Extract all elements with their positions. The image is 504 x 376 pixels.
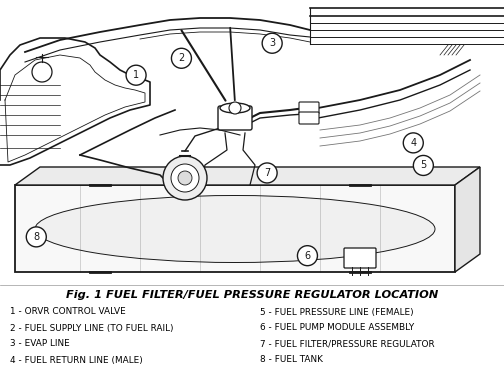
Circle shape	[413, 155, 433, 176]
Circle shape	[32, 62, 52, 82]
Text: 2: 2	[178, 53, 184, 63]
Ellipse shape	[220, 103, 250, 113]
Text: 4 - FUEL RETURN LINE (MALE): 4 - FUEL RETURN LINE (MALE)	[10, 355, 143, 364]
Text: 6: 6	[304, 251, 310, 261]
Circle shape	[297, 246, 318, 266]
Text: 5 - FUEL PRESSURE LINE (FEMALE): 5 - FUEL PRESSURE LINE (FEMALE)	[260, 308, 414, 317]
Circle shape	[126, 65, 146, 85]
Circle shape	[403, 133, 423, 153]
FancyBboxPatch shape	[299, 102, 319, 114]
Text: 4: 4	[410, 138, 416, 148]
FancyBboxPatch shape	[344, 248, 376, 268]
Text: 7: 7	[264, 168, 270, 178]
Circle shape	[178, 171, 192, 185]
Text: 3 - EVAP LINE: 3 - EVAP LINE	[10, 340, 70, 349]
Ellipse shape	[35, 196, 435, 262]
Circle shape	[26, 227, 46, 247]
FancyBboxPatch shape	[218, 106, 252, 130]
Bar	[15, 185, 455, 272]
Text: 2 - FUEL SUPPLY LINE (TO FUEL RAIL): 2 - FUEL SUPPLY LINE (TO FUEL RAIL)	[10, 323, 173, 332]
Text: 1 - ORVR CONTROL VALVE: 1 - ORVR CONTROL VALVE	[10, 308, 126, 317]
Text: 3: 3	[269, 38, 275, 48]
Circle shape	[171, 164, 199, 192]
Text: 5: 5	[420, 161, 426, 170]
Circle shape	[171, 48, 192, 68]
Text: 8: 8	[33, 232, 39, 242]
Text: 6 - FUEL PUMP MODULE ASSEMBLY: 6 - FUEL PUMP MODULE ASSEMBLY	[260, 323, 414, 332]
Polygon shape	[455, 167, 480, 272]
Circle shape	[257, 163, 277, 183]
Circle shape	[262, 33, 282, 53]
Text: 1: 1	[133, 70, 139, 80]
Bar	[0, 0, 504, 285]
Circle shape	[229, 102, 241, 114]
Text: 7 - FUEL FILTER/PRESSURE REGULATOR: 7 - FUEL FILTER/PRESSURE REGULATOR	[260, 340, 434, 349]
Text: Fig. 1 FUEL FILTER/FUEL PRESSURE REGULATOR LOCATION: Fig. 1 FUEL FILTER/FUEL PRESSURE REGULAT…	[66, 290, 438, 300]
Circle shape	[163, 156, 207, 200]
Polygon shape	[15, 167, 480, 185]
Text: 8 - FUEL TANK: 8 - FUEL TANK	[260, 355, 323, 364]
FancyBboxPatch shape	[299, 112, 319, 124]
